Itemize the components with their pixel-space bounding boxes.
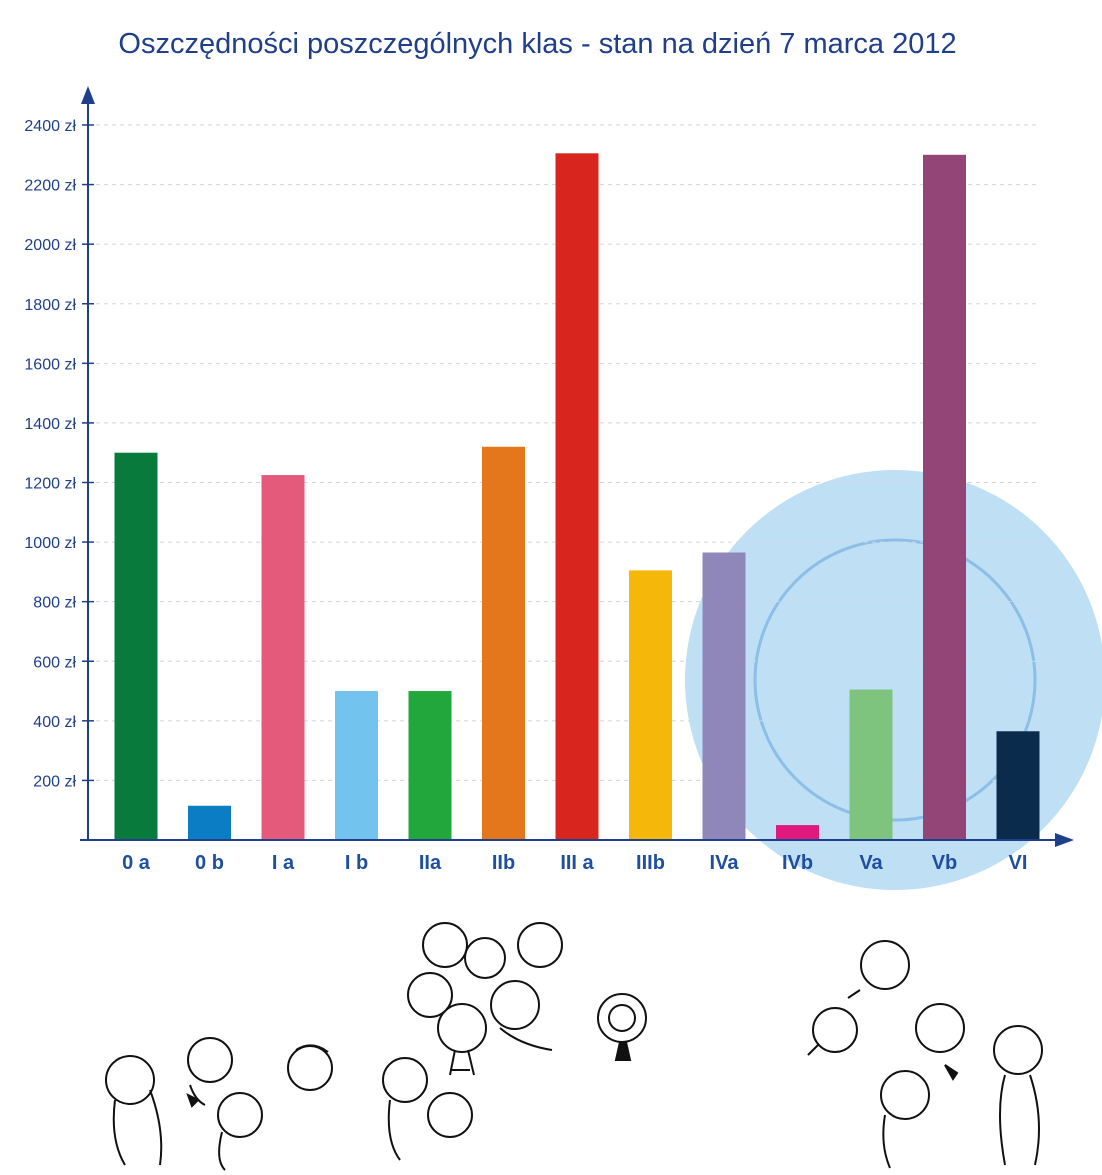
y-axis-arrow	[81, 86, 95, 104]
y-tick-label: 200 zł	[33, 773, 76, 790]
x-tick-label: IVa	[710, 852, 740, 874]
x-tick-label: I b	[345, 852, 368, 874]
child-sketch-right-1	[847, 940, 910, 999]
x-tick-label: III a	[560, 852, 594, 874]
bar-ia	[261, 475, 305, 840]
bars-group	[114, 153, 1040, 841]
x-tick-label: Va	[859, 852, 883, 874]
bar-ib	[335, 691, 378, 840]
y-axis-ticks: 200 zł 400 zł 600 zł 800 zł 1000 zł 1200 zł 14…	[24, 118, 94, 790]
bar-iiia	[555, 153, 599, 841]
x-axis-ticks: 0 a 0 b I a I b IIa IIb III a IIIb IVa IVb Va Vb VI	[122, 852, 1027, 874]
child-sketch-center-5	[382, 1057, 473, 1161]
y-tick-label: 1000 zł	[24, 535, 76, 552]
x-tick-label: IIb	[492, 852, 515, 874]
coin-inner-ring	[753, 538, 1037, 822]
child-sketch-center-2	[407, 972, 487, 1076]
child-sketch-left-2	[186, 1037, 233, 1108]
x-tick-label: VI	[1009, 852, 1028, 874]
child-sketch-left-1	[105, 1055, 163, 1166]
bar-0a	[114, 452, 158, 840]
child-sketch-left-3	[217, 1092, 263, 1171]
y-tick-label: 600 zł	[33, 654, 76, 671]
y-tick-label: 1600 zł	[24, 356, 76, 373]
bar-iva	[702, 552, 746, 840]
axes	[80, 86, 1074, 847]
bar-iiib	[629, 570, 672, 840]
bar-chart: 200 zł 400 zł 600 zł 800 zł 1000 zł 1200 zł 14…	[24, 86, 1102, 890]
bar-vb	[923, 154, 966, 840]
children-illustration	[105, 922, 1043, 1171]
x-axis-arrow	[1055, 833, 1074, 847]
child-sketch-center-1	[422, 922, 563, 979]
bar-iib	[482, 446, 525, 840]
x-tick-label: IIa	[419, 852, 442, 874]
child-sketch-left-4	[287, 1044, 333, 1091]
x-tick-label: I a	[272, 852, 295, 874]
x-tick-label: 0 a	[122, 852, 151, 874]
bar-ivb	[776, 825, 819, 840]
x-tick-label: 0 b	[195, 852, 224, 874]
bar-iia	[408, 691, 452, 840]
y-tick-label: 1200 zł	[24, 476, 76, 493]
y-tick-label: 2200 zł	[24, 178, 76, 195]
bar-vi	[996, 731, 1040, 840]
child-sketch-right-5	[993, 1025, 1043, 1166]
bar-0b	[188, 805, 231, 840]
chart-title: Oszczędności poszczególnych klas - stan …	[118, 28, 957, 60]
child-sketch-center-3	[490, 980, 553, 1051]
y-tick-label: 2400 zł	[24, 118, 76, 135]
child-sketch-right-3	[915, 1003, 965, 1081]
x-tick-label: IVb	[782, 852, 813, 874]
y-tick-label: 2000 zł	[24, 237, 76, 254]
x-tick-label: Vb	[932, 852, 958, 874]
bar-va	[849, 689, 893, 840]
y-tick-label: 800 zł	[33, 595, 76, 612]
child-sketch-right-2	[807, 1007, 858, 1056]
y-tick-label: 400 zł	[33, 714, 76, 731]
y-tick-label: 1400 zł	[24, 416, 76, 433]
x-tick-label: IIIb	[636, 852, 665, 874]
y-tick-label: 1800 zł	[24, 297, 76, 314]
child-sketch-center-4	[597, 993, 647, 1061]
child-sketch-right-4	[880, 1070, 930, 1169]
